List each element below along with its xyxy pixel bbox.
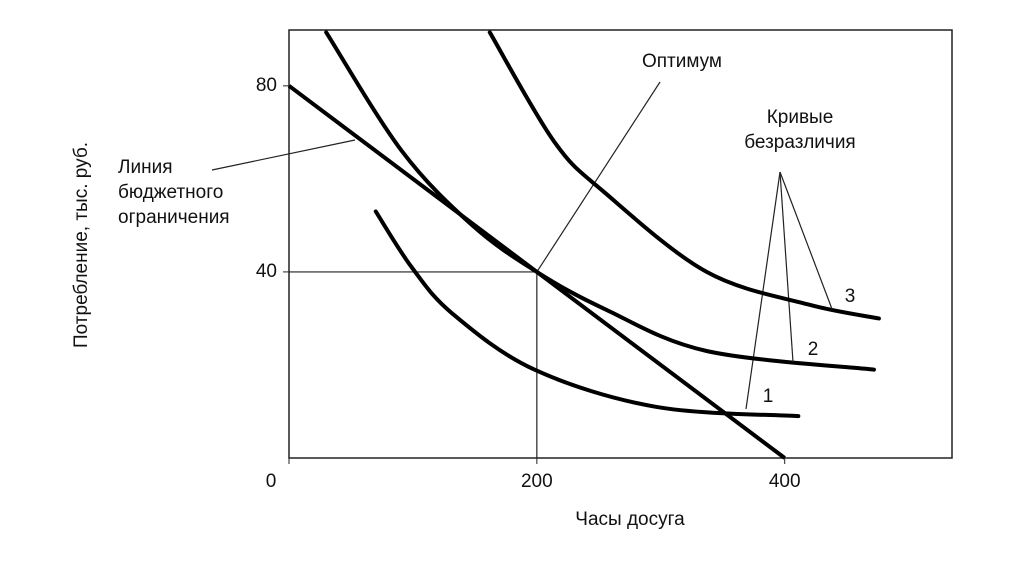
y-axis-label: Потребление, тыс. руб. [71,142,92,348]
leader [536,81,661,273]
curves-label: Кривые [767,107,834,128]
leader [211,139,356,171]
optimum-label: Оптимум [642,51,722,72]
leader [745,171,781,410]
curve-label: 3 [845,286,856,307]
x-tick-label: 200 [521,471,553,492]
budget-label: бюджетного [118,182,223,203]
curves-label: безразличия [744,132,855,153]
x-axis-label: Часы досуга [575,509,685,530]
budget-label: Линия [118,157,172,178]
curve-label: 1 [763,386,774,407]
indifference-curve [373,209,801,419]
leader [779,171,794,363]
y-tick-label: 80 [256,75,277,96]
x-tick-label: 400 [769,471,801,492]
curve-label: 2 [808,339,819,360]
plot-frame [288,29,953,459]
x-tick-label: 0 [266,471,277,492]
indifference-curve [324,30,876,372]
leader [779,171,833,310]
budget-label: ограничения [118,207,230,228]
y-tick-label: 40 [256,261,277,282]
indifference-curve [487,30,881,321]
